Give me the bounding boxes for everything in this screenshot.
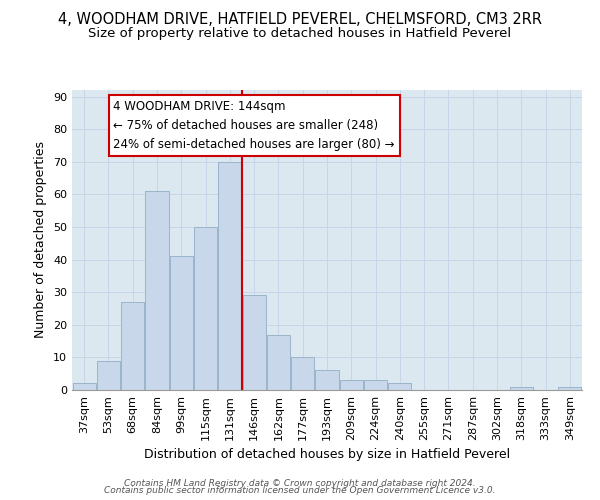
- Text: 4, WOODHAM DRIVE, HATFIELD PEVEREL, CHELMSFORD, CM3 2RR: 4, WOODHAM DRIVE, HATFIELD PEVEREL, CHEL…: [58, 12, 542, 28]
- Text: 4 WOODHAM DRIVE: 144sqm
← 75% of detached houses are smaller (248)
24% of semi-d: 4 WOODHAM DRIVE: 144sqm ← 75% of detache…: [113, 100, 395, 151]
- Bar: [121, 302, 144, 390]
- Bar: [559, 386, 581, 390]
- Bar: [170, 256, 193, 390]
- Bar: [291, 358, 314, 390]
- X-axis label: Distribution of detached houses by size in Hatfield Peverel: Distribution of detached houses by size …: [144, 448, 510, 462]
- Bar: [218, 162, 241, 390]
- Bar: [510, 386, 533, 390]
- Text: Contains public sector information licensed under the Open Government Licence v3: Contains public sector information licen…: [104, 486, 496, 495]
- Y-axis label: Number of detached properties: Number of detached properties: [34, 142, 47, 338]
- Bar: [97, 360, 120, 390]
- Bar: [340, 380, 363, 390]
- Bar: [388, 384, 412, 390]
- Bar: [316, 370, 338, 390]
- Bar: [194, 227, 217, 390]
- Bar: [242, 296, 266, 390]
- Text: Size of property relative to detached houses in Hatfield Peverel: Size of property relative to detached ho…: [88, 28, 512, 40]
- Text: Contains HM Land Registry data © Crown copyright and database right 2024.: Contains HM Land Registry data © Crown c…: [124, 478, 476, 488]
- Bar: [145, 191, 169, 390]
- Bar: [364, 380, 387, 390]
- Bar: [267, 334, 290, 390]
- Bar: [73, 384, 95, 390]
